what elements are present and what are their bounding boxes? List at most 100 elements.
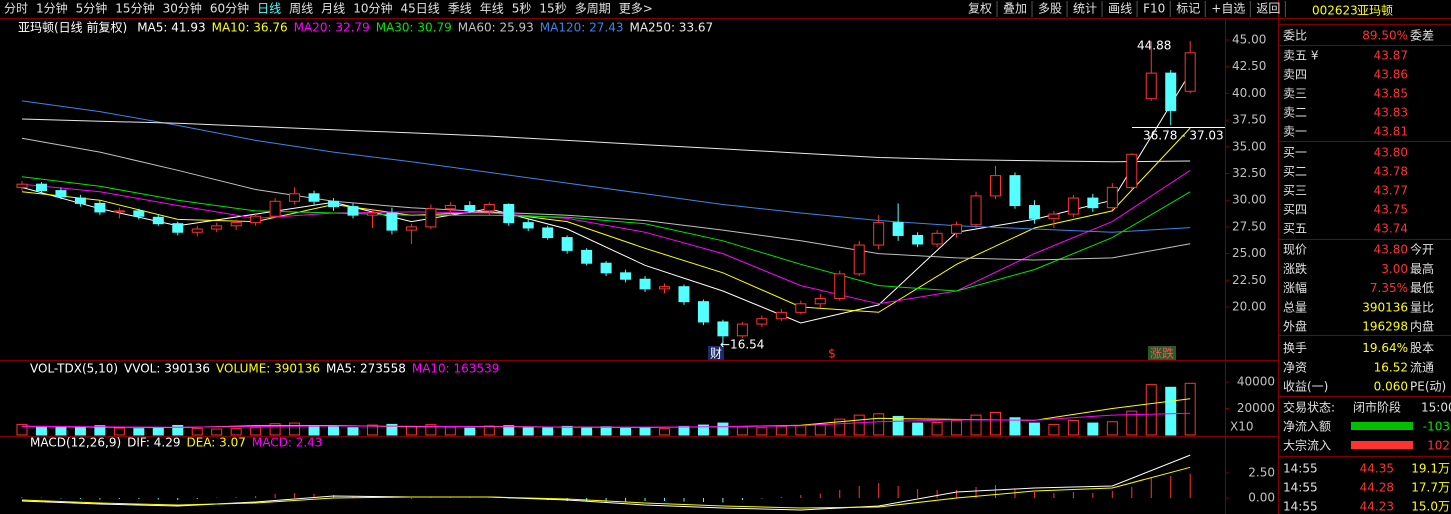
volume-bar [697, 424, 709, 436]
toolbar-button[interactable]: 叠加 [1003, 2, 1027, 16]
stat-label: PE(动) [1410, 380, 1446, 394]
period-tab[interactable]: 季线 [448, 2, 472, 16]
candle-body [55, 190, 67, 198]
y-tick-label: 40.00 [1232, 86, 1266, 100]
volume-bar [951, 419, 963, 436]
row-label: 委差 [1410, 29, 1434, 43]
volume-legend: VOL-TDX(5,10) [30, 362, 118, 376]
book-price: 43.85 [1374, 87, 1408, 101]
chart-title: 亚玛顿(日线 前复权) [18, 20, 127, 35]
book-price: 43.86 [1374, 68, 1408, 82]
event-box [708, 346, 724, 360]
volume-legend: MA10: 163539 [412, 362, 500, 376]
volume-bar [191, 427, 203, 436]
candle-body [756, 318, 768, 325]
volume-bar [581, 426, 593, 436]
period-tab[interactable]: 5秒 [512, 2, 532, 16]
low-label: ←16.54 [720, 338, 764, 352]
toolbar-button[interactable]: 复权 [968, 2, 992, 16]
period-tab[interactable]: 10分钟 [353, 1, 392, 16]
volume-bar [113, 427, 125, 436]
trade-time: 14:55 [1283, 500, 1318, 514]
period-tab[interactable]: 5分钟 [76, 1, 108, 16]
candle-body [16, 183, 28, 188]
book-price: 43.81 [1374, 125, 1408, 139]
candle-body [775, 311, 787, 320]
macd-legend: DEA: 3.07 [186, 436, 245, 450]
period-tab[interactable]: 多周期 [575, 2, 611, 16]
period-tab[interactable]: 更多> [619, 2, 653, 16]
period-tab[interactable]: 分时 [4, 2, 28, 16]
toolbar-button[interactable]: 多股 [1038, 2, 1062, 16]
candle-body [697, 301, 709, 323]
stock-code: 002623 [1312, 4, 1358, 18]
candle-body [191, 228, 203, 233]
stat-label: 股本 [1410, 341, 1434, 355]
y-tick-label: 42.50 [1232, 59, 1266, 73]
toolbar-button[interactable]: 返回 [1256, 2, 1280, 16]
period-tab[interactable]: 年线 [480, 2, 504, 16]
volume-bar [503, 425, 515, 436]
candle-body [542, 227, 554, 239]
volume-bar [814, 423, 826, 436]
volume-bar [55, 426, 67, 436]
row-label: 委比 [1283, 29, 1307, 43]
stat-label: 现价 [1283, 243, 1307, 257]
ma-line [21, 118, 1191, 163]
period-tab[interactable]: 60分钟 [210, 1, 249, 16]
volume-bar [678, 425, 690, 436]
volume-bar [912, 422, 924, 436]
trade-time: 14:55 [1283, 481, 1318, 495]
stat-label: 外盘 [1283, 319, 1307, 334]
stat-label: 流通 [1410, 360, 1434, 374]
toolbar-button[interactable]: F10 [1143, 2, 1165, 16]
period-tab[interactable]: 30分钟 [163, 1, 202, 16]
trade-volume: 15.0万 [1411, 500, 1450, 514]
stat-label: 最低 [1410, 281, 1434, 295]
period-tab[interactable]: 45日线 [400, 2, 439, 16]
volume-bar [1106, 421, 1118, 436]
volume-bar [250, 427, 262, 436]
toolbar-button[interactable]: 标记 [1176, 2, 1200, 16]
toolbar-button[interactable]: 画线 [1108, 2, 1132, 16]
period-tab[interactable]: 15秒 [539, 2, 566, 16]
book-price: 43.80 [1374, 146, 1408, 160]
volume-bar [152, 427, 164, 436]
volume-legend: VOLUME: 390136 [216, 362, 320, 376]
period-tab[interactable]: 月线 [321, 2, 345, 16]
period-tab[interactable]: 周线 [289, 2, 313, 16]
event-dollar: $ [828, 347, 836, 361]
stat-label: 换手 [1283, 341, 1307, 355]
y-tick-label: 20.00 [1232, 300, 1266, 314]
y-tick-label: 0.00 [1248, 491, 1275, 505]
candle-body [1067, 197, 1079, 215]
candle-body [425, 208, 437, 228]
y-tick-label: 40000 [1237, 375, 1275, 389]
candle-body [990, 175, 1001, 197]
event-limit: 涨跌 [1150, 346, 1174, 361]
candle-body [1145, 72, 1157, 100]
volume-bar [133, 428, 145, 436]
toolbar-button[interactable]: +自选 [1211, 2, 1245, 16]
candle-body [659, 286, 671, 290]
book-price: 43.83 [1374, 106, 1408, 120]
volume-legend: VVOL: 390136 [124, 362, 210, 376]
stat-label: 收益(一) [1283, 380, 1328, 394]
high-label: 44.88 [1137, 39, 1171, 53]
candle-body [464, 205, 476, 212]
period-tab[interactable]: 日线 [257, 2, 281, 16]
macd-legend: MACD: 2.43 [252, 436, 323, 450]
net-flow-bar [1351, 422, 1413, 430]
toolbar-button[interactable]: 统计 [1073, 2, 1097, 16]
stat-value: 43.80 [1374, 243, 1408, 257]
candle-body [873, 222, 885, 246]
macd-legend: DIF: 4.29 [127, 436, 180, 450]
period-tab[interactable]: 1分钟 [36, 1, 68, 16]
volume-bar [775, 425, 787, 436]
y-tick-label: 25.00 [1232, 246, 1266, 260]
period-tab[interactable]: 15分钟 [115, 1, 154, 16]
volume-bar [717, 422, 729, 436]
